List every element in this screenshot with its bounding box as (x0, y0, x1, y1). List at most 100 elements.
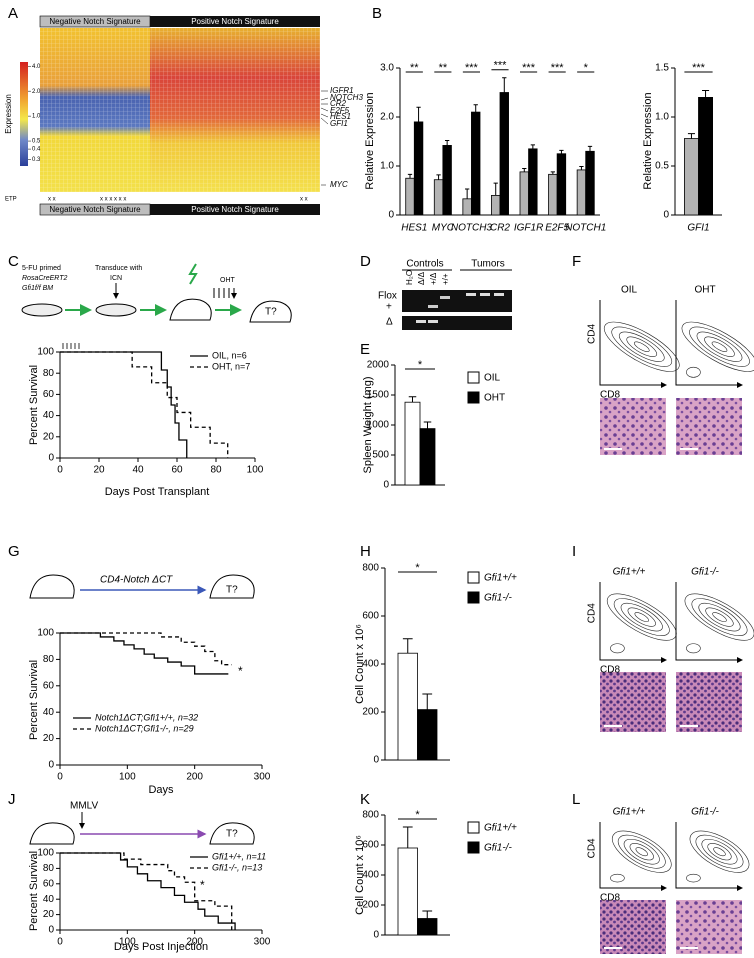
injection-arrows (213, 288, 234, 298)
x-axis-label: Days Post Injection (114, 941, 208, 953)
y-tick-label: 80 (43, 863, 55, 874)
significance: *** (522, 62, 536, 74)
panel-label: L (572, 791, 580, 808)
error-bar (687, 133, 695, 139)
contour (689, 830, 750, 873)
gene-pointer (320, 90, 329, 186)
y-tick-label: 40 (43, 707, 55, 718)
gel-row: + (386, 302, 392, 313)
x-tick-label: 300 (254, 937, 271, 948)
legend-label: Notch1ΔCT;Gfi1+/+, n=32 (95, 712, 198, 722)
gene-label: CR2 (330, 99, 347, 108)
flow-axes (675, 582, 743, 663)
y-tick-label: 40 (43, 410, 55, 421)
legend-label: Gfi1-/- (484, 593, 512, 604)
schematic-text: T? (226, 829, 238, 840)
error-bar (579, 165, 584, 170)
contour (686, 873, 701, 883)
lane-label: Δ/Δ (417, 271, 426, 285)
y-tick-label: 1.0 (655, 112, 669, 123)
contour (711, 341, 728, 352)
contour (684, 593, 754, 641)
contour (689, 326, 750, 367)
band (428, 320, 438, 323)
bar (548, 173, 558, 216)
error-bar (587, 145, 593, 152)
x-tick-label: HES1 (401, 223, 427, 234)
contour (712, 612, 727, 623)
bar (684, 138, 699, 216)
error-bar (493, 182, 498, 196)
x-tick-label: 40 (132, 465, 144, 476)
contour (620, 602, 663, 632)
significance: ** (439, 62, 448, 74)
legend-label: Gfi1-/-, n=13 (212, 862, 262, 872)
schematic-text: MMLV (70, 801, 98, 812)
error-bar (530, 144, 535, 149)
flow-axes (599, 822, 667, 891)
band (480, 293, 490, 296)
bar (397, 847, 418, 936)
bar (471, 111, 481, 216)
x-tick-label: 100 (119, 937, 136, 948)
contour (633, 341, 650, 352)
schematic-text: Gfi1f/f BM (22, 285, 53, 292)
contour (623, 838, 660, 865)
colorbar-tick-label: 4.0 (32, 64, 41, 70)
bar (491, 194, 501, 216)
histology-image (676, 672, 742, 732)
x-axis-label: Days Post Transplant (105, 486, 210, 498)
contour (613, 598, 670, 636)
y-tick-label: 1.5 (655, 63, 669, 74)
histology-image (600, 398, 666, 455)
significance: *** (494, 60, 508, 72)
y-tick-label: 0 (373, 930, 379, 941)
gene-label: NOTCH3 (330, 93, 363, 102)
survival-curve (60, 852, 236, 930)
lane-label: +/+ (441, 273, 450, 285)
y-tick-label: 60 (43, 680, 55, 691)
error-bar (559, 149, 564, 154)
lane-label: +/Δ (429, 272, 438, 285)
band (494, 293, 504, 296)
bar (576, 169, 587, 216)
bar (556, 153, 567, 216)
band (416, 320, 426, 323)
condition-label: OIL (621, 285, 638, 296)
mouse (29, 574, 75, 599)
footer-bar (150, 204, 320, 215)
y-tick-label: 800 (362, 563, 379, 574)
flow-axes (599, 300, 667, 388)
gene-label: HES1 (330, 112, 351, 121)
y-axis-label: Spleen Weight (mg) (362, 376, 374, 473)
schematic-text: OHT (220, 277, 236, 284)
error-bar (445, 140, 450, 146)
contour (603, 321, 680, 372)
injection-ticks (62, 343, 80, 349)
y-axis-label: Percent Survival (28, 851, 40, 931)
legend-swatch (467, 371, 480, 384)
y-tick-label: 800 (362, 810, 379, 821)
lane-label: H₂O (405, 270, 414, 285)
error-bar (465, 188, 470, 199)
footer-label: Negative Notch Signature (49, 205, 141, 214)
contour (606, 593, 677, 641)
x-tick-label: 300 (254, 772, 271, 783)
schematic-text: T? (226, 585, 238, 596)
irradiation (188, 263, 198, 285)
y-tick-label: 0 (48, 925, 54, 936)
x-tick-label: 0 (57, 465, 63, 476)
x-tick-label: 100 (119, 772, 136, 783)
schematic-g: CD4-Notch ΔCT T? (29, 574, 255, 599)
y-tick-label: 1000 (367, 420, 390, 431)
contour (691, 598, 748, 636)
significance: ** (410, 62, 419, 74)
panel-label: I (572, 543, 576, 560)
flow-axes (675, 300, 743, 388)
bar (405, 177, 415, 216)
panel-label: B (372, 5, 382, 22)
x-tick-label: 200 (186, 937, 203, 948)
y-tick-label: 100 (37, 347, 54, 358)
contour (695, 834, 744, 869)
